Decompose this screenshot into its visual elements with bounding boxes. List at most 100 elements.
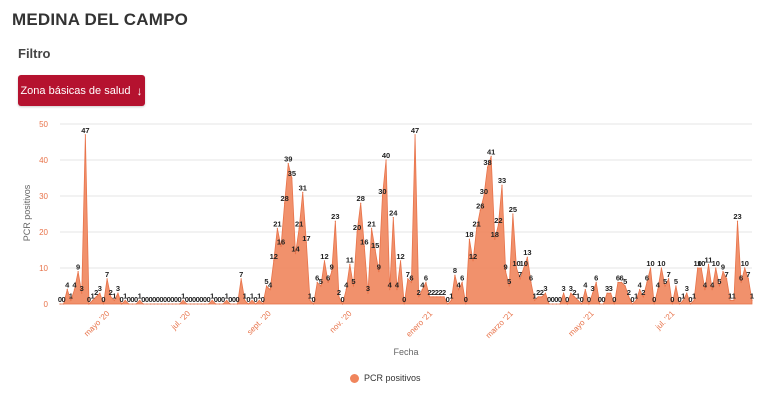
data-point[interactable] (740, 281, 742, 283)
data-point[interactable] (704, 289, 706, 291)
data-point[interactable] (215, 303, 217, 305)
data-point[interactable] (631, 303, 634, 305)
data-point[interactable] (157, 303, 159, 305)
data-point[interactable] (240, 278, 242, 280)
data-point[interactable] (175, 303, 177, 305)
data-point[interactable] (686, 292, 688, 294)
data-point[interactable] (389, 289, 391, 291)
data-point[interactable] (360, 202, 362, 204)
data-point[interactable] (505, 271, 507, 273)
data-point[interactable] (102, 303, 105, 305)
data-point[interactable] (519, 278, 521, 280)
data-point[interactable] (414, 134, 416, 136)
data-point[interactable] (570, 292, 572, 294)
data-point[interactable] (229, 303, 231, 305)
data-point[interactable] (628, 296, 630, 298)
data-point[interactable] (465, 303, 467, 305)
data-point[interactable] (657, 289, 659, 291)
data-point[interactable] (287, 163, 289, 165)
data-point[interactable] (697, 267, 699, 269)
data-point[interactable] (182, 299, 184, 301)
data-point[interactable] (508, 285, 510, 287)
data-point[interactable] (671, 303, 673, 305)
data-point[interactable] (472, 260, 474, 262)
data-point[interactable] (552, 303, 554, 305)
data-point[interactable] (700, 267, 702, 269)
data-point[interactable] (139, 299, 141, 301)
data-point[interactable] (313, 303, 315, 305)
data-point[interactable] (113, 299, 115, 301)
data-point[interactable] (428, 296, 431, 298)
data-point[interactable] (309, 299, 311, 301)
data-point[interactable] (222, 303, 224, 305)
data-point[interactable] (675, 285, 677, 287)
data-point[interactable] (298, 227, 300, 229)
data-point[interactable] (512, 213, 514, 215)
data-point[interactable] (751, 299, 753, 301)
data-point[interactable] (356, 231, 358, 233)
data-point[interactable] (624, 285, 626, 287)
data-point[interactable] (461, 281, 463, 283)
data-point[interactable] (323, 260, 326, 262)
data-point[interactable] (218, 303, 221, 305)
data-point[interactable] (236, 303, 239, 305)
data-point[interactable] (613, 303, 615, 305)
data-point[interactable] (457, 289, 460, 291)
data-point[interactable] (747, 278, 749, 280)
data-point[interactable] (128, 303, 130, 305)
data-point[interactable] (534, 299, 536, 301)
data-point[interactable] (617, 281, 619, 283)
data-point[interactable] (599, 303, 601, 305)
data-point[interactable] (81, 292, 83, 294)
data-point[interactable] (436, 296, 438, 298)
data-point[interactable] (689, 303, 692, 305)
data-point[interactable] (95, 296, 97, 298)
data-point[interactable] (490, 155, 492, 157)
data-point[interactable] (584, 289, 586, 291)
data-point[interactable] (302, 191, 304, 193)
data-point[interactable] (606, 292, 608, 294)
data-point[interactable] (707, 263, 710, 265)
data-point[interactable] (711, 289, 713, 291)
data-point[interactable] (291, 177, 293, 179)
data-point[interactable] (251, 299, 253, 301)
chart-legend[interactable]: PCR positivos (350, 373, 421, 383)
data-point[interactable] (403, 303, 405, 305)
data-point[interactable] (197, 303, 199, 305)
data-point[interactable] (620, 281, 623, 283)
data-point[interactable] (189, 303, 192, 305)
data-point[interactable] (342, 303, 344, 305)
data-point[interactable] (110, 296, 112, 298)
data-point[interactable] (142, 303, 144, 305)
data-point[interactable] (305, 242, 307, 244)
data-point[interactable] (88, 303, 90, 305)
data-point[interactable] (233, 303, 235, 305)
data-point[interactable] (610, 292, 612, 294)
data-point[interactable] (255, 303, 257, 305)
data-point[interactable] (497, 224, 499, 226)
data-point[interactable] (454, 274, 456, 276)
data-point[interactable] (726, 278, 728, 280)
data-point[interactable] (548, 303, 550, 305)
data-point[interactable] (410, 281, 413, 283)
data-point[interactable] (207, 303, 210, 305)
data-point[interactable] (425, 281, 427, 283)
data-point[interactable] (63, 303, 65, 305)
data-point[interactable] (244, 299, 246, 301)
data-point[interactable] (396, 289, 398, 291)
data-point[interactable] (555, 303, 557, 305)
data-point[interactable] (73, 289, 76, 291)
data-point[interactable] (483, 195, 485, 197)
data-point[interactable] (258, 299, 260, 301)
data-point[interactable] (678, 303, 681, 305)
data-point[interactable] (515, 267, 518, 269)
data-point[interactable] (211, 299, 213, 301)
data-point[interactable] (602, 303, 605, 305)
data-point[interactable] (370, 227, 373, 229)
data-point[interactable] (106, 278, 108, 280)
data-point[interactable] (443, 296, 445, 298)
data-point[interactable] (664, 285, 666, 287)
data-point[interactable] (660, 267, 663, 269)
data-point[interactable] (320, 285, 322, 287)
data-point[interactable] (523, 267, 525, 269)
